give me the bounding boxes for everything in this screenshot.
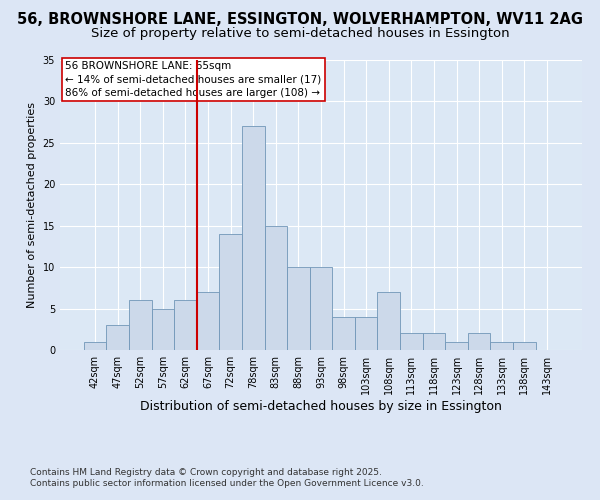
- Text: 56 BROWNSHORE LANE: 65sqm
← 14% of semi-detached houses are smaller (17)
86% of : 56 BROWNSHORE LANE: 65sqm ← 14% of semi-…: [65, 62, 322, 98]
- Bar: [332, 317, 355, 350]
- Bar: [220, 234, 242, 350]
- Bar: [422, 334, 445, 350]
- Text: Contains HM Land Registry data © Crown copyright and database right 2025.
Contai: Contains HM Land Registry data © Crown c…: [30, 468, 424, 487]
- X-axis label: Distribution of semi-detached houses by size in Essington: Distribution of semi-detached houses by …: [140, 400, 502, 412]
- Bar: [242, 126, 265, 350]
- Bar: [287, 267, 310, 350]
- Text: 56, BROWNSHORE LANE, ESSINGTON, WOLVERHAMPTON, WV11 2AG: 56, BROWNSHORE LANE, ESSINGTON, WOLVERHA…: [17, 12, 583, 28]
- Bar: [106, 325, 129, 350]
- Bar: [197, 292, 220, 350]
- Bar: [377, 292, 400, 350]
- Bar: [84, 342, 106, 350]
- Bar: [152, 308, 174, 350]
- Bar: [513, 342, 536, 350]
- Bar: [468, 334, 490, 350]
- Bar: [265, 226, 287, 350]
- Bar: [400, 334, 422, 350]
- Bar: [355, 317, 377, 350]
- Y-axis label: Number of semi-detached properties: Number of semi-detached properties: [27, 102, 37, 308]
- Text: Size of property relative to semi-detached houses in Essington: Size of property relative to semi-detach…: [91, 28, 509, 40]
- Bar: [445, 342, 468, 350]
- Bar: [490, 342, 513, 350]
- Bar: [310, 267, 332, 350]
- Bar: [129, 300, 152, 350]
- Bar: [174, 300, 197, 350]
